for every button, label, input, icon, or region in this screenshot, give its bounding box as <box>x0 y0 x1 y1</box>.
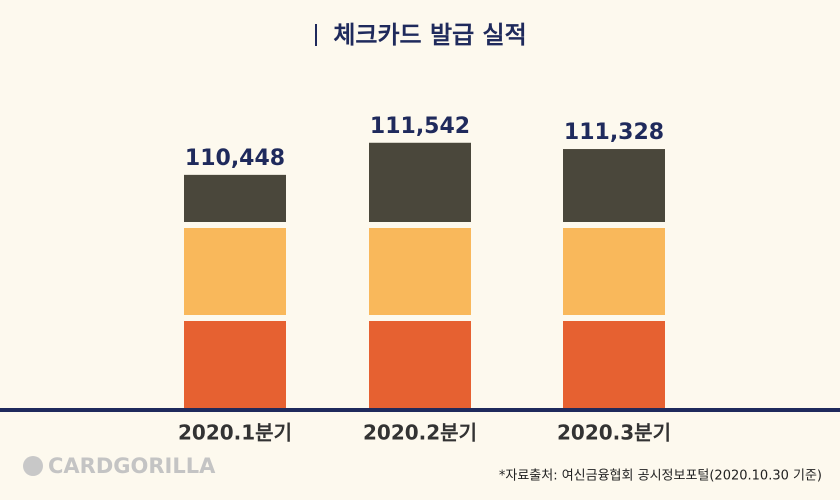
bar-segment <box>369 228 471 315</box>
x-tick-label: 2020.1분기 <box>178 421 292 445</box>
bar-segment <box>369 142 471 222</box>
bar-segment <box>184 228 286 315</box>
bar-segment <box>184 321 286 408</box>
value-label: 111,328 <box>564 120 664 145</box>
bar-segment <box>184 174 286 222</box>
bar-segment <box>563 228 665 315</box>
brand-logo: CARDGORILLA <box>48 454 216 478</box>
source-note: *자료출처: 여신금융협회 공시정보포털(2020.10.30 기준) <box>499 469 822 484</box>
bar-segment <box>563 149 665 222</box>
x-tick-label: 2020.2분기 <box>363 421 477 445</box>
bar-segment <box>369 321 471 408</box>
value-label: 111,542 <box>370 114 470 139</box>
logo-icon <box>23 456 43 476</box>
bar-segment <box>563 321 665 408</box>
value-label: 110,448 <box>185 146 285 171</box>
chart-title: 체크카드 발급 실적 <box>333 21 526 49</box>
x-tick-label: 2020.3분기 <box>557 421 671 445</box>
